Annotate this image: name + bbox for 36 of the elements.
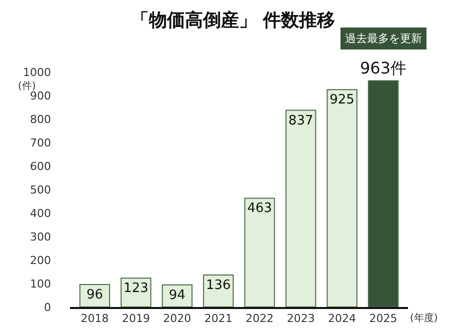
y-tick-label: 100 xyxy=(30,277,51,290)
y-tick-label: 1000 xyxy=(23,66,51,79)
x-tick-label: 2021 xyxy=(204,312,232,325)
data-label: 837 xyxy=(288,113,314,128)
x-axis-title: (年度) xyxy=(410,312,438,324)
x-tick-label: 2023 xyxy=(286,312,315,325)
data-label: 463 xyxy=(247,201,272,216)
y-tick-label: 400 xyxy=(30,206,51,220)
x-tick-label: 2024 xyxy=(328,312,356,325)
data-label: 94 xyxy=(168,288,186,303)
y-axis-title: (件) xyxy=(18,81,36,92)
bar xyxy=(326,89,358,307)
x-tick-label: 2022 xyxy=(246,312,274,325)
x-tick-label: 2020 xyxy=(163,312,192,325)
y-tick-label: 600 xyxy=(30,160,51,173)
bar xyxy=(244,198,275,307)
data-label: 96 xyxy=(86,287,104,302)
bar xyxy=(368,80,399,307)
data-label: 136 xyxy=(206,278,231,294)
x-tick-label: 2018 xyxy=(80,312,109,325)
y-tick-label: 0 xyxy=(44,300,51,314)
data-label: 123 xyxy=(124,281,148,296)
chart-title: 「物価高倒産」 件数推移 xyxy=(130,10,336,31)
y-tick-label: 500 xyxy=(30,183,51,196)
y-tick-label: 900 xyxy=(30,89,51,102)
bar xyxy=(120,278,152,307)
y-tick-label: 300 xyxy=(30,230,51,244)
bar xyxy=(285,110,316,307)
y-tick-label: 200 xyxy=(30,254,51,267)
data-label: 963件 xyxy=(360,58,407,78)
y-tick-label: 800 xyxy=(30,112,51,126)
y-tick-label: 700 xyxy=(30,136,51,150)
x-tick-label: 2019 xyxy=(122,312,150,325)
data-label: 925 xyxy=(330,92,354,108)
x-tick-label: 2025 xyxy=(369,312,398,325)
text: 過去最多を更新 xyxy=(345,32,422,45)
